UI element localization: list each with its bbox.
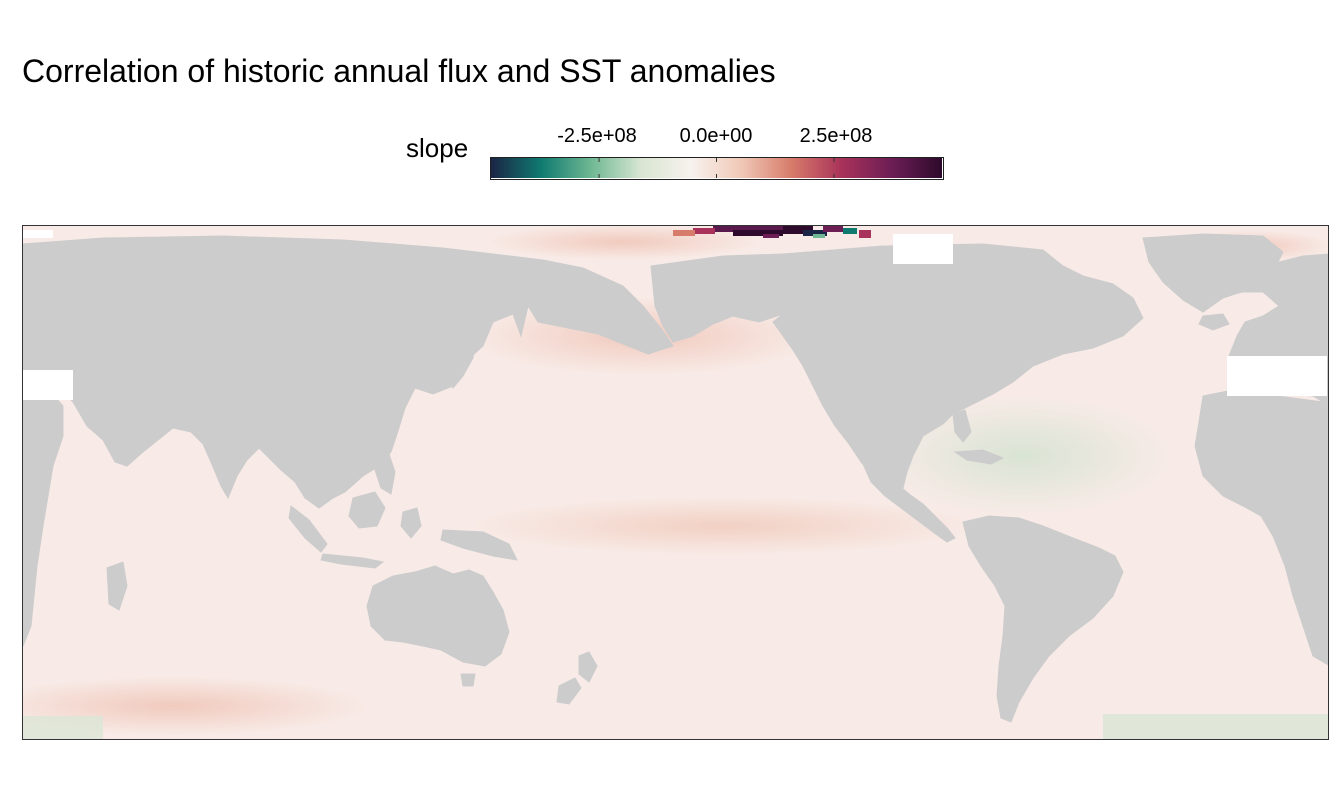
land-tasmania [460, 673, 476, 687]
arctic-noise-layer [673, 226, 871, 238]
land-layer [23, 233, 1328, 723]
arctic-strip-5 [823, 226, 843, 232]
land-australia [366, 565, 510, 667]
missing-arctic-west [23, 230, 53, 238]
chart-title: Correlation of historic annual flux and … [22, 53, 776, 89]
missing-data-layer [23, 230, 1327, 400]
southern-ocean-green-west [23, 716, 103, 739]
land-philippines [374, 447, 396, 495]
legend-tick-label-zero: 0.0e+00 [679, 125, 753, 147]
legend-title: slope [406, 133, 469, 163]
colorbar [490, 157, 944, 180]
world-map [23, 226, 1328, 739]
land-eurasia [23, 235, 674, 509]
land-newguinea [440, 529, 518, 561]
land-newzealand-n [578, 651, 598, 683]
land-north-america [772, 243, 1144, 503]
arctic-strip-2 [733, 230, 783, 236]
arctic-strip-8 [693, 228, 715, 234]
land-florida [952, 409, 972, 443]
arctic-strip-9 [673, 230, 695, 236]
north-atlantic-anomaly [873, 396, 1173, 516]
land-sulawesi [400, 507, 422, 539]
land-africa-west [1194, 389, 1328, 666]
arctic-strip-11 [763, 234, 779, 238]
map-panel [22, 225, 1329, 740]
missing-arctic-archipelago [893, 234, 953, 264]
arctic-strip-10 [813, 234, 825, 238]
southern-ocean-green-east [1103, 714, 1328, 739]
legend-tick-label-neg: -2.5e+08 [557, 125, 637, 147]
land-iceland [1198, 313, 1230, 331]
arctic-strip-3 [783, 226, 813, 234]
land-sumatra [288, 505, 328, 553]
missing-caspian [23, 370, 73, 400]
arctic-strip-1 [713, 226, 793, 232]
colorbar-fill [491, 158, 942, 178]
land-central-america [862, 463, 956, 543]
land-japan [444, 342, 476, 389]
southern-ocean-anomaly-west [23, 676, 373, 736]
missing-mediterranean [1227, 356, 1327, 396]
land-madagascar [106, 561, 128, 611]
land-cuba [953, 449, 1005, 465]
colorbar-ticks [598, 158, 835, 178]
land-java [320, 553, 385, 569]
arctic-strip-6 [843, 228, 857, 234]
land-newzealand-s [556, 677, 582, 705]
land-borneo [348, 491, 386, 529]
colorbar-gradient [491, 158, 942, 178]
arctic-strip-4 [803, 230, 827, 236]
land-south-america [962, 515, 1124, 723]
legend-tick-label-pos: 2.5e+08 [799, 125, 873, 147]
equatorial-pacific-anomaly [463, 496, 983, 556]
arctic-strip-7 [859, 230, 871, 238]
